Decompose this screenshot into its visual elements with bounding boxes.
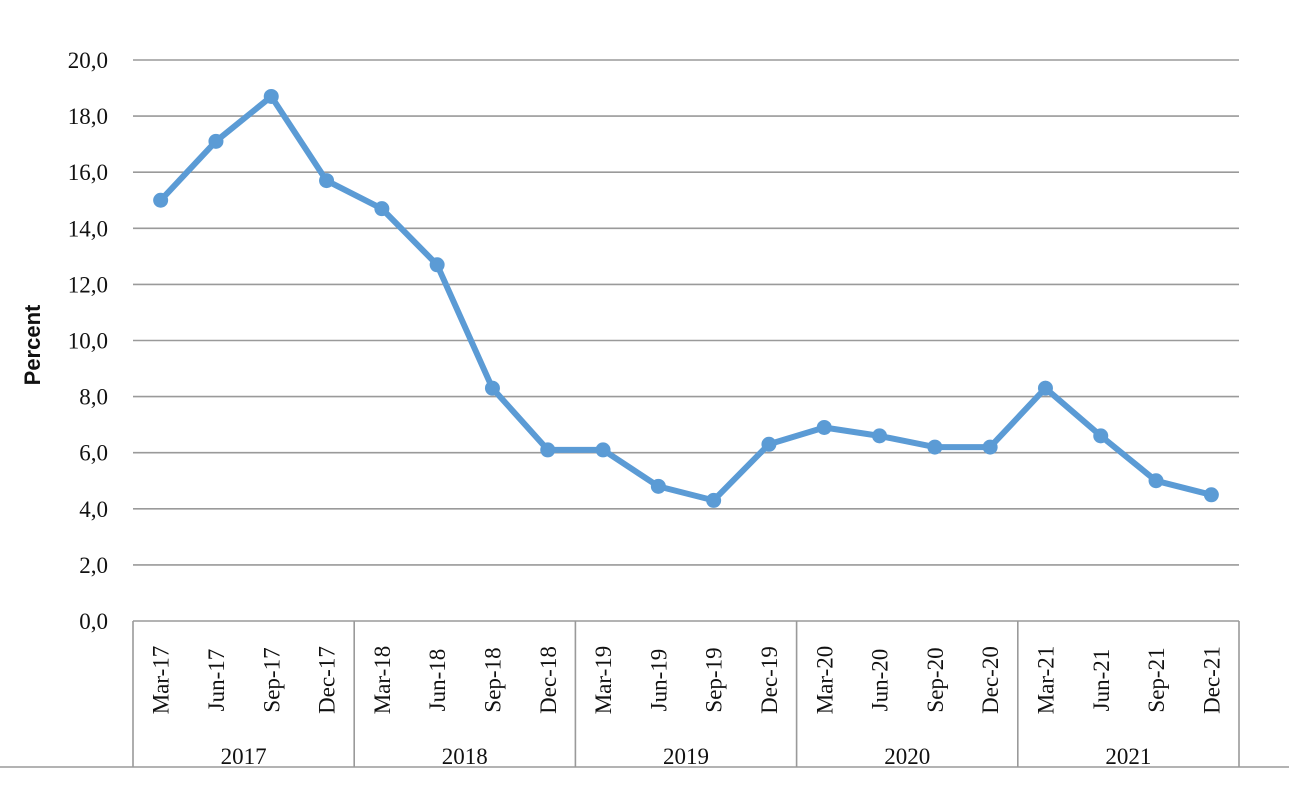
x-tick-label: Jun-17 bbox=[204, 649, 229, 712]
data-point bbox=[1093, 428, 1109, 444]
x-tick-label: Jun-21 bbox=[1089, 649, 1114, 712]
y-tick-label: 10,0 bbox=[68, 329, 108, 354]
gridlines bbox=[133, 59, 1239, 566]
y-tick-label: 8,0 bbox=[79, 385, 108, 410]
y-axis-label: Percent bbox=[20, 304, 45, 385]
y-tick-label: 2,0 bbox=[79, 553, 108, 578]
y-tick-label: 0,0 bbox=[79, 609, 108, 634]
x-tick-label: Jun-18 bbox=[425, 649, 450, 712]
x-tick-label: Dec-18 bbox=[536, 646, 561, 714]
x-tick-label: Mar-18 bbox=[370, 646, 395, 715]
y-tick-label: 6,0 bbox=[79, 441, 108, 466]
data-point bbox=[263, 88, 279, 104]
x-group-label: 2019 bbox=[663, 744, 709, 769]
y-tick-labels: 0,0 2,0 4,0 6,0 8,0 10,0 12,0 14,0 16,0 18,0 20,0 bbox=[68, 48, 108, 634]
data-point bbox=[374, 201, 390, 217]
x-group-label: 2017 bbox=[221, 744, 267, 769]
x-group-label: 2021 bbox=[1105, 744, 1151, 769]
data-point bbox=[595, 442, 611, 458]
y-tick-label: 4,0 bbox=[79, 497, 108, 522]
data-point bbox=[208, 133, 224, 149]
x-tick-label: Dec-21 bbox=[1199, 646, 1224, 714]
data-point bbox=[761, 436, 777, 452]
x-tick-label: Sep-21 bbox=[1144, 647, 1169, 712]
data-point bbox=[706, 492, 722, 508]
x-tick-label: Sep-19 bbox=[702, 647, 727, 712]
x-tick-label: Jun-20 bbox=[868, 649, 893, 712]
data-point bbox=[153, 192, 169, 208]
data-point bbox=[319, 173, 335, 189]
data-point bbox=[872, 428, 888, 444]
data-point bbox=[1148, 473, 1164, 489]
data-point bbox=[816, 419, 832, 435]
x-group-label: 2018 bbox=[442, 744, 488, 769]
x-axis: 2017 2018 2019 2020 2021 Mar-17 Jun-17 Sep-17 De… bbox=[0, 620, 1289, 769]
x-tick-label: Mar-21 bbox=[1033, 646, 1058, 715]
x-group-label: 2020 bbox=[884, 744, 930, 769]
x-tick-label: Mar-17 bbox=[149, 646, 174, 715]
data-point bbox=[429, 257, 445, 273]
x-tick-label: Sep-18 bbox=[480, 647, 505, 712]
y-tick-label: 12,0 bbox=[68, 272, 108, 297]
y-tick-label: 16,0 bbox=[68, 160, 108, 185]
x-tick-label: Jun-19 bbox=[646, 649, 671, 712]
series-line bbox=[157, 93, 1215, 504]
series bbox=[153, 88, 1219, 508]
data-point bbox=[484, 380, 500, 396]
x-tick-label: Mar-19 bbox=[591, 646, 616, 715]
y-tick-label: 14,0 bbox=[68, 216, 108, 241]
x-tick-label: Mar-20 bbox=[812, 646, 837, 715]
x-tick-label: Sep-17 bbox=[259, 647, 284, 712]
x-tick-label: Dec-17 bbox=[315, 646, 340, 714]
x-tick-label: Dec-20 bbox=[978, 646, 1003, 714]
data-point bbox=[927, 439, 943, 455]
y-tick-label: 20,0 bbox=[68, 48, 108, 73]
data-point bbox=[1037, 380, 1053, 396]
y-tick-label: 18,0 bbox=[68, 104, 108, 129]
data-point bbox=[650, 478, 666, 494]
data-point bbox=[1203, 487, 1219, 503]
x-tick-label: Sep-20 bbox=[923, 647, 948, 712]
x-tick-label: Dec-19 bbox=[757, 646, 782, 714]
data-point bbox=[982, 439, 998, 455]
data-point bbox=[540, 442, 556, 458]
